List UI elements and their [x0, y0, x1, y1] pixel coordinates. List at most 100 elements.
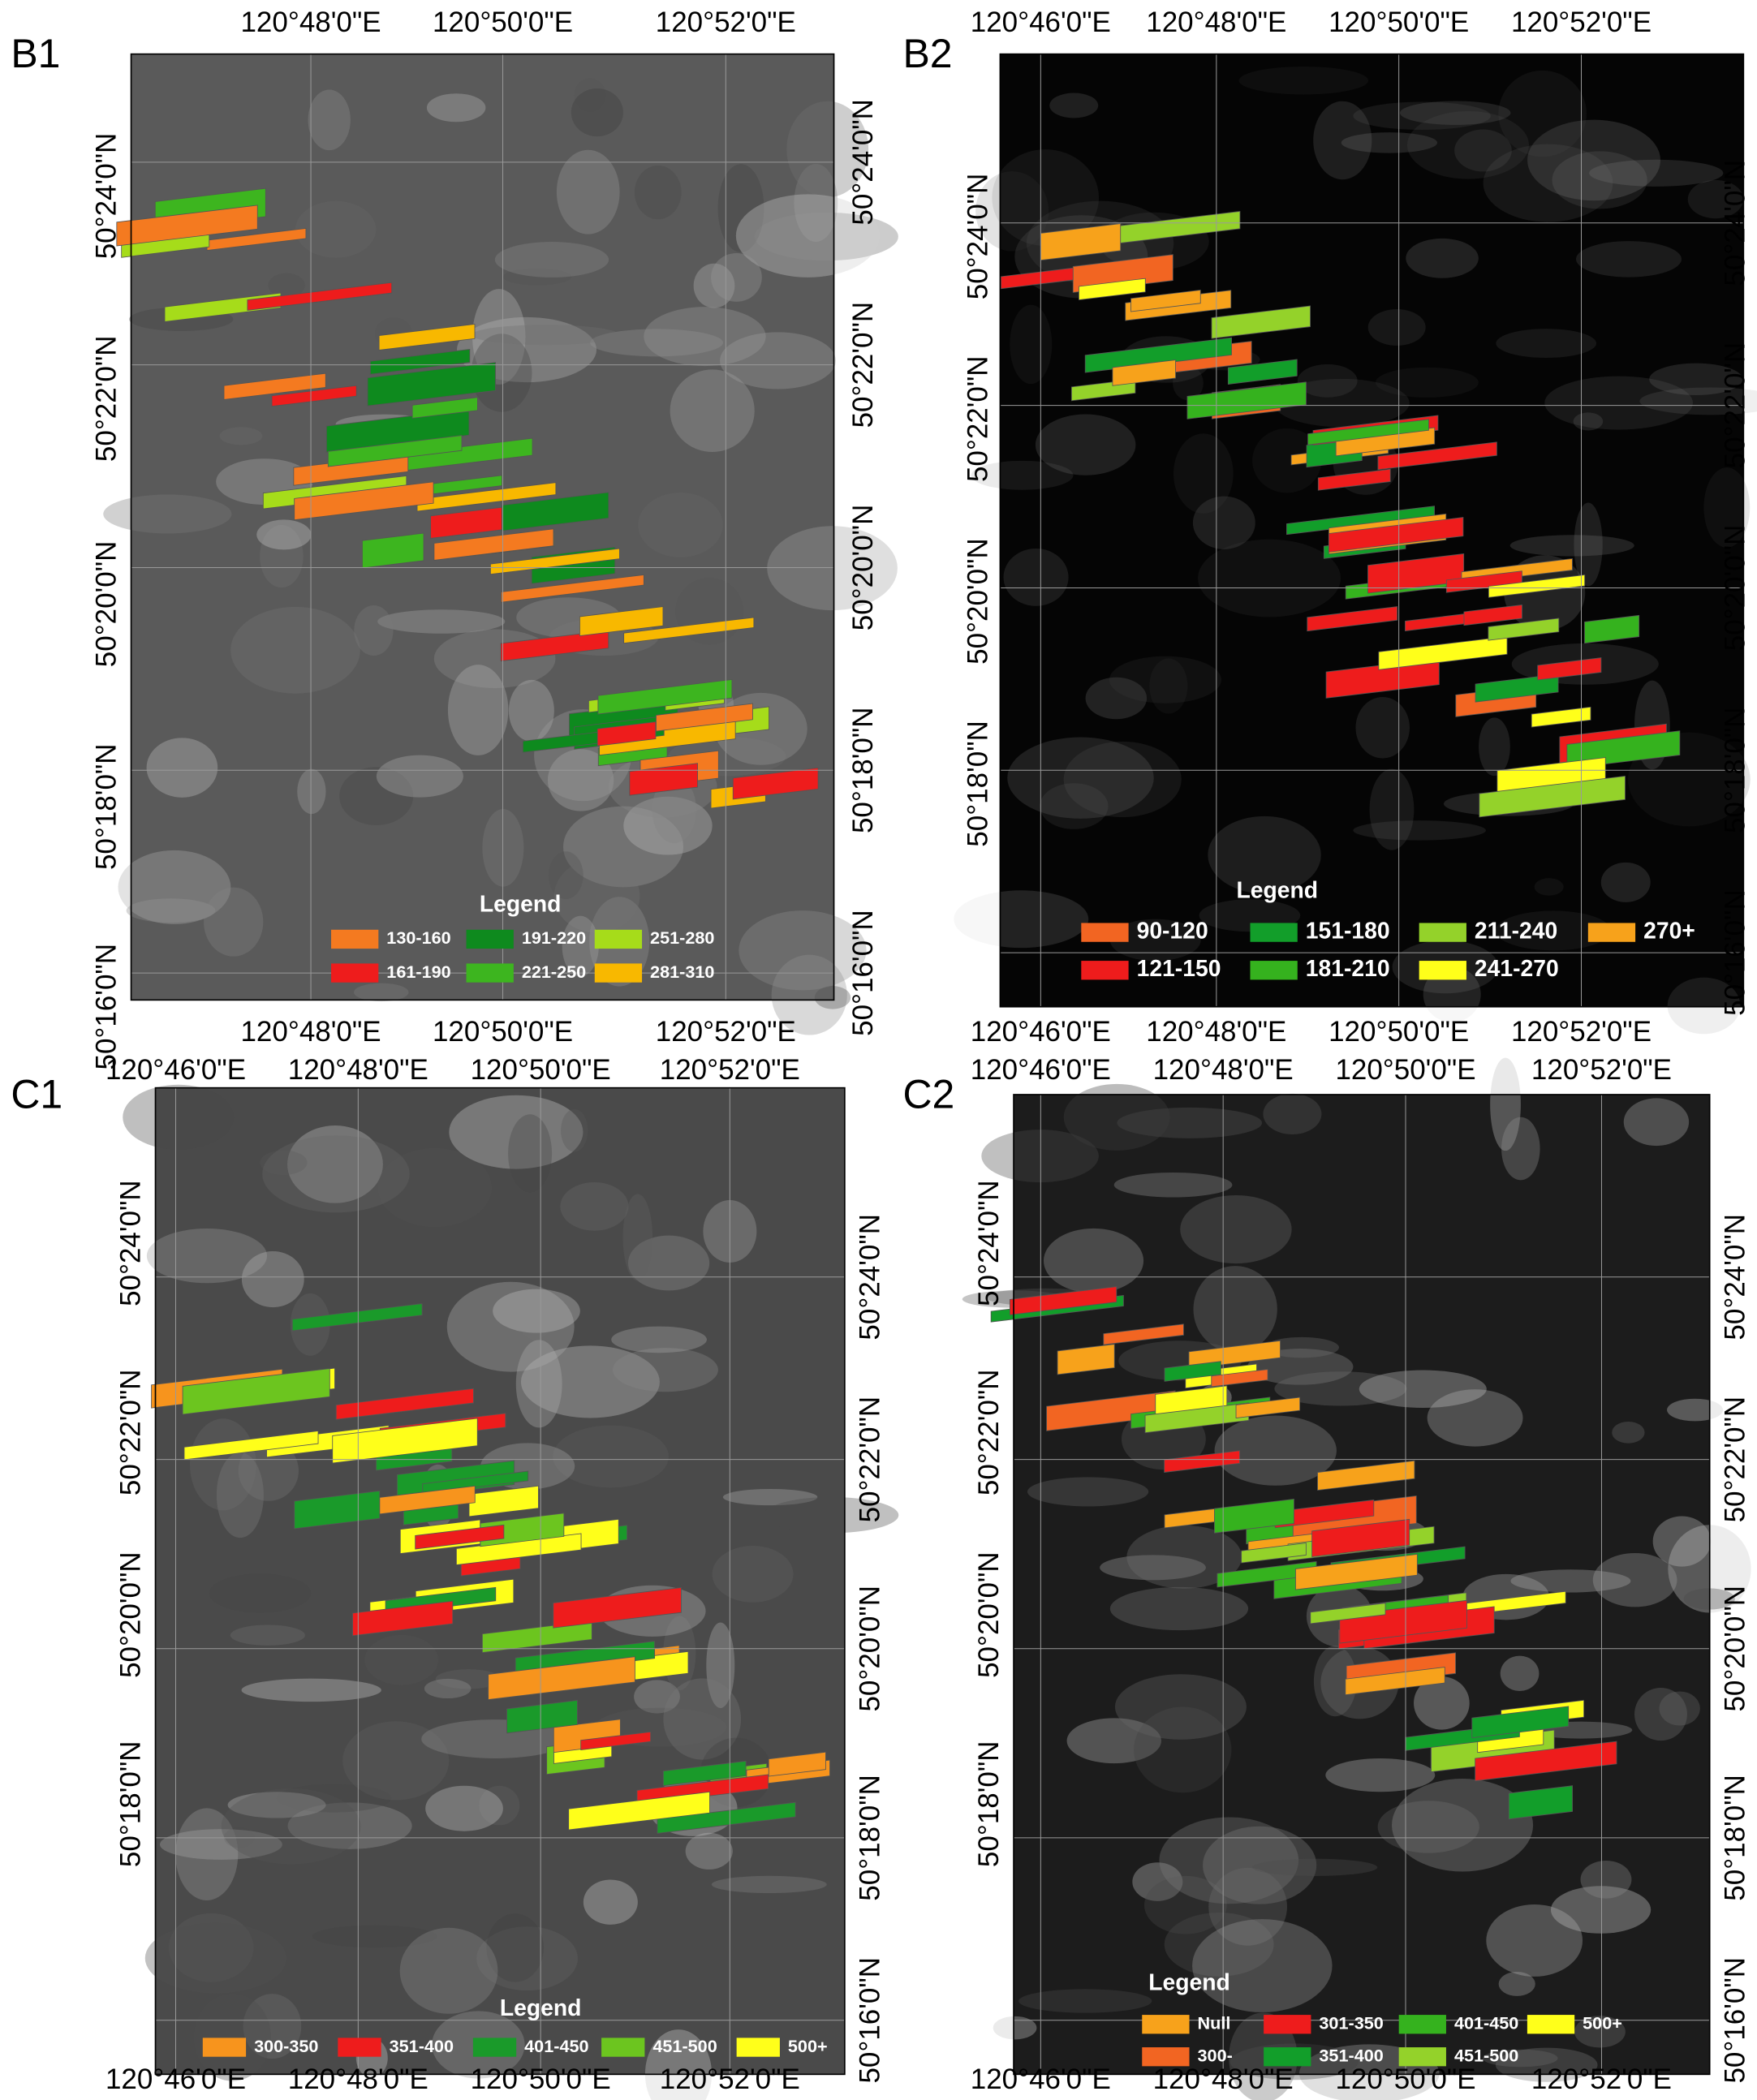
legend-label: 451-500 — [1454, 2045, 1518, 2065]
latitude-label: 50°18'0"N — [973, 1741, 1005, 1867]
terrain-patch — [1180, 1194, 1292, 1264]
terrain-patch — [1198, 539, 1341, 618]
terrain-patch — [711, 1875, 827, 1894]
terrain-patch — [638, 493, 723, 557]
terrain-patch — [168, 1913, 254, 1982]
field — [579, 606, 664, 636]
legend-swatch — [1142, 2015, 1190, 2034]
terrain-patch — [1173, 433, 1234, 514]
terrain-patch — [256, 519, 312, 550]
terrain-patch — [1203, 1826, 1317, 1904]
field — [433, 528, 554, 561]
field — [553, 1587, 682, 1629]
legend-swatch — [472, 2038, 517, 2057]
legend-swatch — [1398, 2047, 1446, 2067]
field — [596, 721, 657, 747]
legend-label: 401-450 — [524, 2036, 588, 2056]
field — [1211, 305, 1311, 339]
field — [1339, 1599, 1467, 1644]
longitude-label: 120°50'0"E — [433, 6, 573, 38]
legend-title: Legend — [1236, 877, 1318, 903]
terrain-patch — [216, 1452, 264, 1538]
field — [416, 482, 557, 512]
terrain-patch — [706, 1622, 735, 1708]
field — [500, 630, 609, 662]
terrain-patch — [1496, 329, 1597, 358]
terrain-patch — [1399, 101, 1511, 125]
legend-swatch — [1419, 923, 1466, 942]
terrain-patch — [644, 2029, 713, 2100]
terrain-patch — [1085, 677, 1148, 720]
terrain-patch — [342, 1721, 450, 1801]
legend-label: 181-210 — [1306, 955, 1390, 981]
longitude-label: 120°52'0"E — [1531, 1054, 1672, 1086]
field — [1164, 1361, 1221, 1382]
field — [1311, 1518, 1410, 1558]
longitude-label: 120°50'0"E — [471, 2063, 611, 2095]
field — [1328, 517, 1464, 553]
latitude-label: 50°22'0"N — [90, 335, 122, 462]
terrain-patch — [146, 1229, 268, 1284]
terrain-patch — [1040, 783, 1109, 829]
field — [656, 703, 753, 732]
latitude-label: 50°18'0"N — [854, 1775, 885, 1901]
terrain-patch — [446, 1281, 575, 1372]
terrain-patch — [722, 1488, 818, 1506]
terrain-patch — [515, 1340, 562, 1428]
field — [369, 348, 471, 375]
terrain-patch — [767, 526, 898, 611]
legend-label: 281-310 — [650, 962, 714, 982]
terrain-patch — [1325, 1758, 1436, 1792]
terrain-patch — [1143, 1875, 1227, 1934]
terrain-patch — [644, 307, 766, 367]
legend-swatch — [1419, 961, 1466, 980]
terrain-patch — [1589, 159, 1724, 187]
longitude-label: 120°50'0"E — [1335, 1054, 1475, 1086]
terrain-patch — [377, 609, 506, 634]
longitude-label: 120°50'0"E — [1335, 2063, 1475, 2095]
terrain-patch — [1193, 1266, 1277, 1353]
field — [294, 481, 434, 521]
latitude-label: 50°22'0"N — [854, 1396, 885, 1523]
terrain-patch — [230, 1624, 305, 1646]
terrain-patch — [1263, 1093, 1322, 1134]
terrain-patch — [1007, 737, 1154, 819]
terrain-patch — [1573, 412, 1604, 431]
terrain-patch — [276, 1784, 392, 1813]
latitude-label: 50°16'0"N — [1719, 889, 1751, 1016]
terrain-patch — [1634, 1687, 1687, 1741]
legend-label: 121-150 — [1137, 955, 1221, 981]
terrain-patch — [146, 738, 218, 798]
legend-label: 251-280 — [650, 927, 714, 948]
terrain-patch — [560, 1181, 629, 1231]
legend-swatch — [1081, 923, 1129, 942]
field — [1186, 381, 1307, 420]
field — [1508, 1785, 1573, 1820]
longitude-label: 120°52'0"E — [656, 1016, 796, 1048]
terrain-patch — [295, 200, 377, 258]
field — [378, 324, 476, 351]
field — [623, 617, 755, 644]
terrain-patch — [243, 1994, 302, 2059]
field — [1537, 657, 1602, 681]
field — [182, 1368, 330, 1415]
field — [1463, 604, 1522, 626]
latitude-label: 50°20'0"N — [973, 1551, 1005, 1678]
terrain-patch — [1109, 1586, 1249, 1631]
terrain-patch — [1214, 1415, 1337, 1486]
terrain-patch — [612, 1348, 718, 1392]
field — [1211, 1369, 1268, 1388]
terrain-patch — [425, 1785, 503, 1831]
terrain-patch — [377, 1147, 493, 1228]
latitude-label: 50°18'0"N — [90, 743, 122, 870]
longitude-label: 120°48'0"E — [240, 1016, 381, 1048]
terrain-patch — [508, 679, 554, 742]
terrain-patch — [1049, 93, 1099, 118]
terrain-patch — [449, 1095, 584, 1169]
terrain-patch — [1149, 658, 1188, 714]
terrain-patch — [1117, 1107, 1263, 1138]
map-frame — [130, 53, 835, 1001]
field — [1475, 673, 1559, 703]
field — [597, 678, 733, 715]
